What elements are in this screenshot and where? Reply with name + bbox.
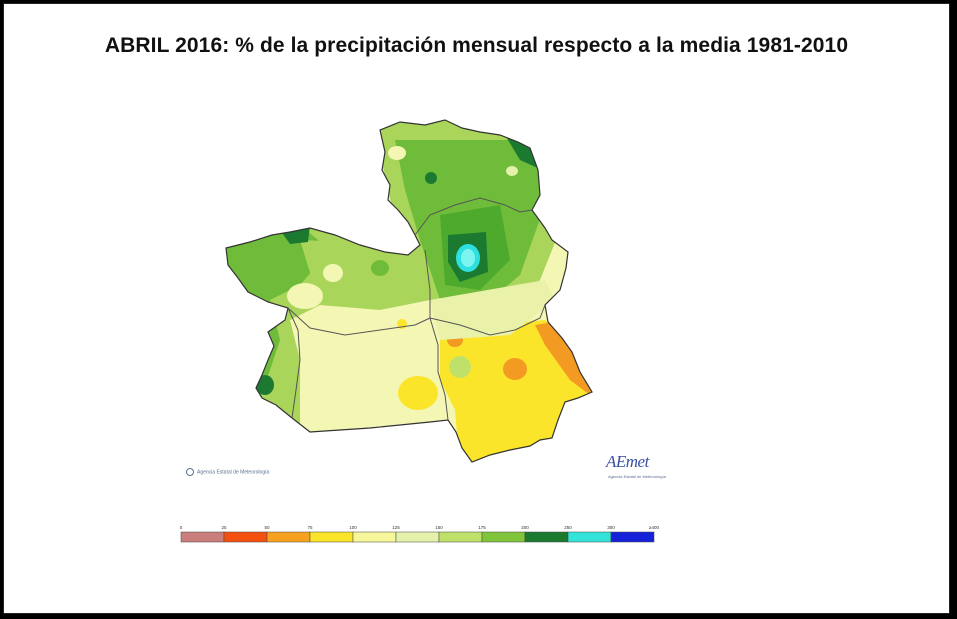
credit-text: Agencia Estatal de Meteorología — [197, 469, 270, 476]
legend-swatch — [395, 531, 440, 543]
figure-frame: ABRIL 2016: % de la precipitación mensua… — [3, 3, 950, 614]
legend-tick-label: 200 — [521, 525, 529, 530]
legend-bar — [180, 531, 655, 543]
legend-tick-label: 300 — [607, 525, 615, 530]
legend-swatch — [567, 531, 612, 543]
legend-tick-label: 100 — [349, 525, 357, 530]
legend-swatch — [309, 531, 354, 543]
legend-swatch — [223, 531, 268, 543]
agency-credit: Agencia Estatal de Meteorología — [186, 468, 269, 476]
legend-tick-label: 25 — [221, 525, 227, 530]
legend-tick-label: 0 — [179, 525, 183, 530]
aemet-logo-subtitle: Agencia Estatal de Meteorología — [608, 474, 666, 479]
legend-tick-label: 150 — [435, 525, 443, 530]
province-borders — [225, 119, 593, 463]
legend-swatch — [524, 531, 569, 543]
legend-tick-label: 175 — [478, 525, 486, 530]
legend-tick-label: 75 — [307, 525, 313, 530]
legend-tick-label: ≥400 — [649, 525, 659, 530]
legend-swatch — [180, 531, 225, 543]
legend-swatch — [610, 531, 655, 543]
map-title: ABRIL 2016: % de la precipitación mensua… — [104, 34, 849, 57]
legend-tick-label: 125 — [392, 525, 400, 530]
legend-swatch — [352, 531, 397, 543]
legend-tick-label: 50 — [264, 525, 270, 530]
legend-swatch — [266, 531, 311, 543]
legend-swatch — [438, 531, 483, 543]
legend-swatch — [481, 531, 526, 543]
agency-emblem-icon — [186, 468, 194, 476]
aemet-logo: AEmet — [606, 452, 649, 471]
legend-tick-label: 250 — [564, 525, 572, 530]
